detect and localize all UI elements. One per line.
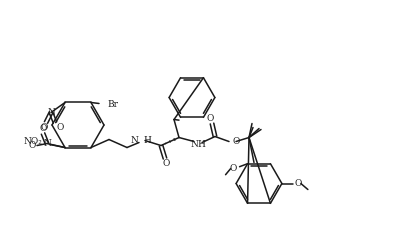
Text: NO₂: NO₂: [23, 137, 42, 146]
Text: O: O: [28, 141, 36, 150]
Text: O: O: [39, 124, 47, 133]
Text: O: O: [294, 179, 301, 188]
Text: N: N: [43, 139, 51, 148]
Text: Br: Br: [107, 100, 118, 109]
Text: H: H: [143, 136, 151, 145]
Text: H: H: [197, 140, 204, 149]
Text: O: O: [56, 123, 63, 132]
Text: O: O: [206, 114, 213, 123]
Text: N: N: [130, 136, 138, 145]
Text: N: N: [47, 108, 55, 117]
Text: O: O: [40, 123, 47, 132]
Text: N: N: [190, 140, 198, 149]
Text: O: O: [229, 164, 237, 173]
Text: O: O: [232, 137, 240, 146]
Text: O: O: [162, 159, 169, 168]
